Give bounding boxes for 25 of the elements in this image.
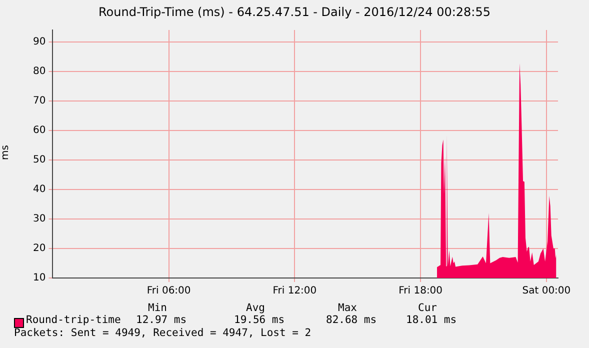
text: 18.01 ms bbox=[406, 314, 457, 326]
legend-label: Round-trip-time bbox=[26, 314, 121, 326]
x-tick-label: Fri 12:00 bbox=[272, 286, 317, 297]
y-tick-label: 70 bbox=[32, 95, 46, 106]
y-tick-label: 10 bbox=[32, 272, 46, 284]
x-tick-label: Sat 00:00 bbox=[522, 286, 571, 297]
y-tick-label: 20 bbox=[32, 243, 46, 254]
x-tick-label: Fri 18:00 bbox=[398, 286, 443, 297]
chart-title: Round-Trip-Time (ms) - 64.25.47.51 - Daily - 2016/12/24 00:28:55 bbox=[98, 5, 492, 19]
y-tick-label: 40 bbox=[32, 184, 46, 196]
x-tick-label: Fri 06:00 bbox=[146, 286, 191, 297]
y-tick-label: 50 bbox=[32, 154, 46, 166]
text: Max bbox=[338, 302, 357, 314]
text: 19.56 ms bbox=[234, 314, 285, 326]
y-axis-title: ms bbox=[0, 145, 11, 160]
text: 82.68 ms bbox=[326, 314, 377, 326]
text: Cur bbox=[418, 302, 437, 314]
y-tick-label: 60 bbox=[32, 124, 46, 136]
y-tick-label: 30 bbox=[32, 214, 46, 225]
y-tick-label: 80 bbox=[32, 66, 46, 77]
text: Min bbox=[148, 302, 167, 314]
text: Avg bbox=[246, 302, 265, 314]
y-tick-label: 90 bbox=[32, 36, 46, 48]
text: Packets: Sent = 4949, Received = 4947, Lost = 2 bbox=[14, 327, 312, 339]
text: 12.97 ms bbox=[136, 314, 187, 326]
